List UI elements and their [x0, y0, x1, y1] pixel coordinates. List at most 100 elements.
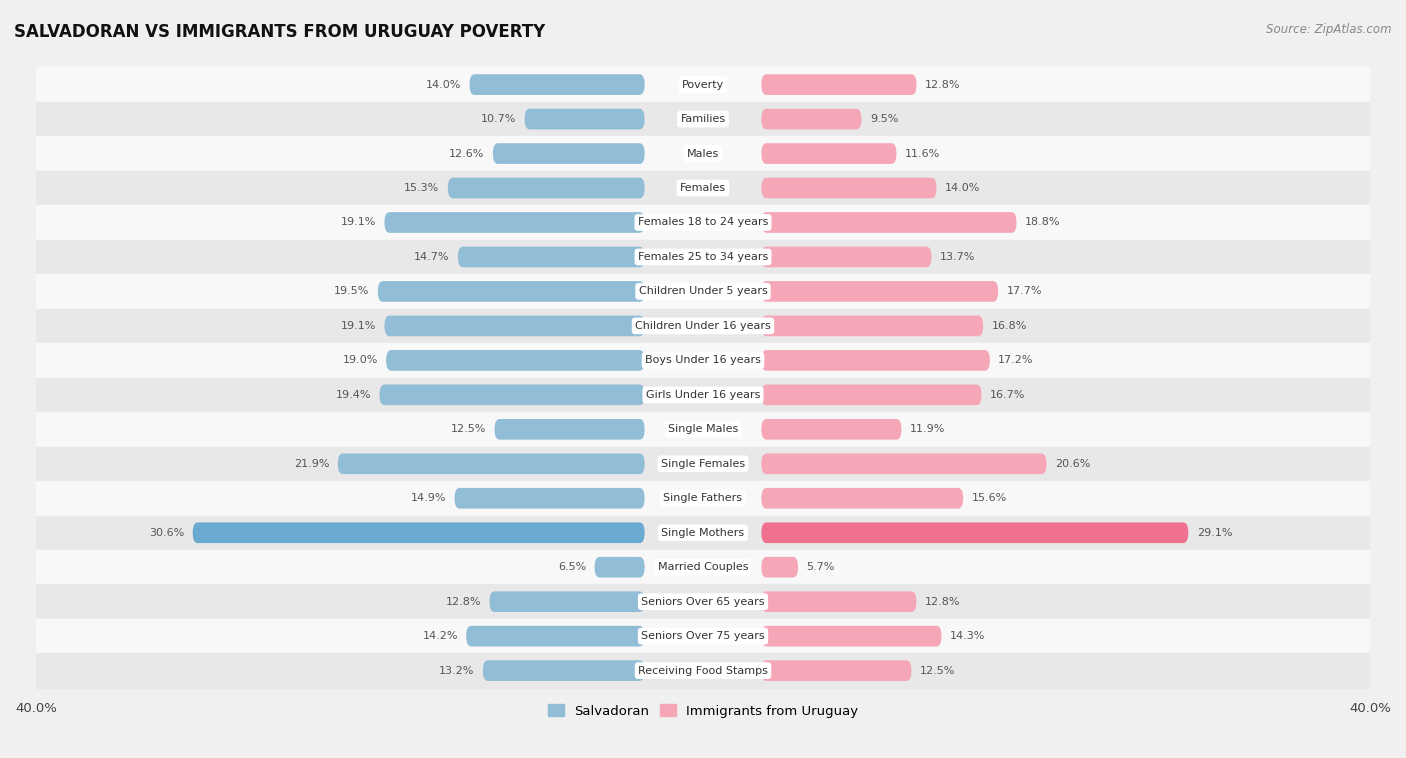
Text: 14.0%: 14.0%	[945, 183, 980, 193]
Text: Single Males: Single Males	[668, 424, 738, 434]
Text: Girls Under 16 years: Girls Under 16 years	[645, 390, 761, 400]
Text: Married Couples: Married Couples	[658, 562, 748, 572]
Text: Seniors Over 65 years: Seniors Over 65 years	[641, 597, 765, 606]
Text: 13.2%: 13.2%	[439, 666, 475, 675]
Text: 19.0%: 19.0%	[343, 356, 378, 365]
FancyBboxPatch shape	[470, 74, 644, 95]
Text: 15.3%: 15.3%	[405, 183, 440, 193]
FancyBboxPatch shape	[458, 246, 644, 268]
FancyBboxPatch shape	[494, 143, 644, 164]
FancyBboxPatch shape	[762, 246, 931, 268]
Bar	[37, 309, 1369, 343]
Text: Poverty: Poverty	[682, 80, 724, 89]
Bar	[37, 481, 1369, 515]
Bar	[37, 240, 1369, 274]
FancyBboxPatch shape	[762, 108, 862, 130]
Text: 20.6%: 20.6%	[1054, 459, 1090, 468]
FancyBboxPatch shape	[762, 488, 963, 509]
Text: 14.9%: 14.9%	[411, 493, 446, 503]
Text: 11.6%: 11.6%	[905, 149, 941, 158]
FancyBboxPatch shape	[762, 281, 998, 302]
FancyBboxPatch shape	[495, 419, 644, 440]
Text: 12.8%: 12.8%	[446, 597, 481, 606]
Bar	[37, 205, 1369, 240]
Text: 11.9%: 11.9%	[910, 424, 945, 434]
FancyBboxPatch shape	[762, 557, 799, 578]
FancyBboxPatch shape	[762, 522, 1188, 543]
FancyBboxPatch shape	[193, 522, 644, 543]
Bar	[37, 515, 1369, 550]
Text: Children Under 5 years: Children Under 5 years	[638, 287, 768, 296]
Text: 12.5%: 12.5%	[920, 666, 955, 675]
FancyBboxPatch shape	[378, 281, 644, 302]
Text: SALVADORAN VS IMMIGRANTS FROM URUGUAY POVERTY: SALVADORAN VS IMMIGRANTS FROM URUGUAY PO…	[14, 23, 546, 41]
Text: 10.7%: 10.7%	[481, 114, 516, 124]
Text: 21.9%: 21.9%	[294, 459, 329, 468]
Text: Boys Under 16 years: Boys Under 16 years	[645, 356, 761, 365]
Text: 19.1%: 19.1%	[340, 218, 377, 227]
FancyBboxPatch shape	[762, 143, 897, 164]
FancyBboxPatch shape	[762, 626, 942, 647]
Bar	[37, 584, 1369, 619]
Text: 12.8%: 12.8%	[925, 80, 960, 89]
Text: 19.4%: 19.4%	[336, 390, 371, 400]
FancyBboxPatch shape	[595, 557, 644, 578]
FancyBboxPatch shape	[762, 315, 983, 337]
Text: 12.8%: 12.8%	[925, 597, 960, 606]
Text: Females 18 to 24 years: Females 18 to 24 years	[638, 218, 768, 227]
FancyBboxPatch shape	[762, 177, 936, 199]
FancyBboxPatch shape	[384, 315, 644, 337]
FancyBboxPatch shape	[762, 453, 1046, 475]
Text: 14.2%: 14.2%	[422, 631, 458, 641]
Text: 14.3%: 14.3%	[950, 631, 986, 641]
Bar	[37, 102, 1369, 136]
Text: 16.8%: 16.8%	[991, 321, 1026, 331]
Text: Source: ZipAtlas.com: Source: ZipAtlas.com	[1267, 23, 1392, 36]
Text: 6.5%: 6.5%	[558, 562, 586, 572]
Text: 19.1%: 19.1%	[340, 321, 377, 331]
Text: Single Mothers: Single Mothers	[661, 528, 745, 537]
Bar	[37, 446, 1369, 481]
FancyBboxPatch shape	[762, 384, 981, 406]
FancyBboxPatch shape	[762, 74, 917, 95]
Bar	[37, 67, 1369, 102]
Bar	[37, 171, 1369, 205]
FancyBboxPatch shape	[762, 350, 990, 371]
Text: 13.7%: 13.7%	[939, 252, 976, 262]
Text: Receiving Food Stamps: Receiving Food Stamps	[638, 666, 768, 675]
Text: Families: Families	[681, 114, 725, 124]
Bar	[37, 550, 1369, 584]
Text: 17.7%: 17.7%	[1007, 287, 1042, 296]
FancyBboxPatch shape	[449, 177, 644, 199]
Text: Seniors Over 75 years: Seniors Over 75 years	[641, 631, 765, 641]
Text: Single Fathers: Single Fathers	[664, 493, 742, 503]
Text: Females 25 to 34 years: Females 25 to 34 years	[638, 252, 768, 262]
FancyBboxPatch shape	[467, 626, 644, 647]
Text: 15.6%: 15.6%	[972, 493, 1007, 503]
FancyBboxPatch shape	[489, 591, 644, 612]
Text: Males: Males	[688, 149, 718, 158]
Text: 16.7%: 16.7%	[990, 390, 1025, 400]
Text: 14.0%: 14.0%	[426, 80, 461, 89]
FancyBboxPatch shape	[524, 108, 644, 130]
Text: 18.8%: 18.8%	[1025, 218, 1060, 227]
Text: 14.7%: 14.7%	[413, 252, 450, 262]
Text: 29.1%: 29.1%	[1197, 528, 1232, 537]
Bar	[37, 653, 1369, 688]
Bar	[37, 274, 1369, 309]
Text: 19.5%: 19.5%	[335, 287, 370, 296]
Bar	[37, 412, 1369, 446]
FancyBboxPatch shape	[454, 488, 644, 509]
Text: 9.5%: 9.5%	[870, 114, 898, 124]
Bar	[37, 343, 1369, 377]
FancyBboxPatch shape	[384, 212, 644, 233]
Bar	[37, 619, 1369, 653]
Text: 5.7%: 5.7%	[807, 562, 835, 572]
Text: Children Under 16 years: Children Under 16 years	[636, 321, 770, 331]
Text: 12.5%: 12.5%	[451, 424, 486, 434]
FancyBboxPatch shape	[762, 212, 1017, 233]
Text: Single Females: Single Females	[661, 459, 745, 468]
FancyBboxPatch shape	[337, 453, 644, 475]
FancyBboxPatch shape	[387, 350, 644, 371]
Text: 30.6%: 30.6%	[149, 528, 184, 537]
